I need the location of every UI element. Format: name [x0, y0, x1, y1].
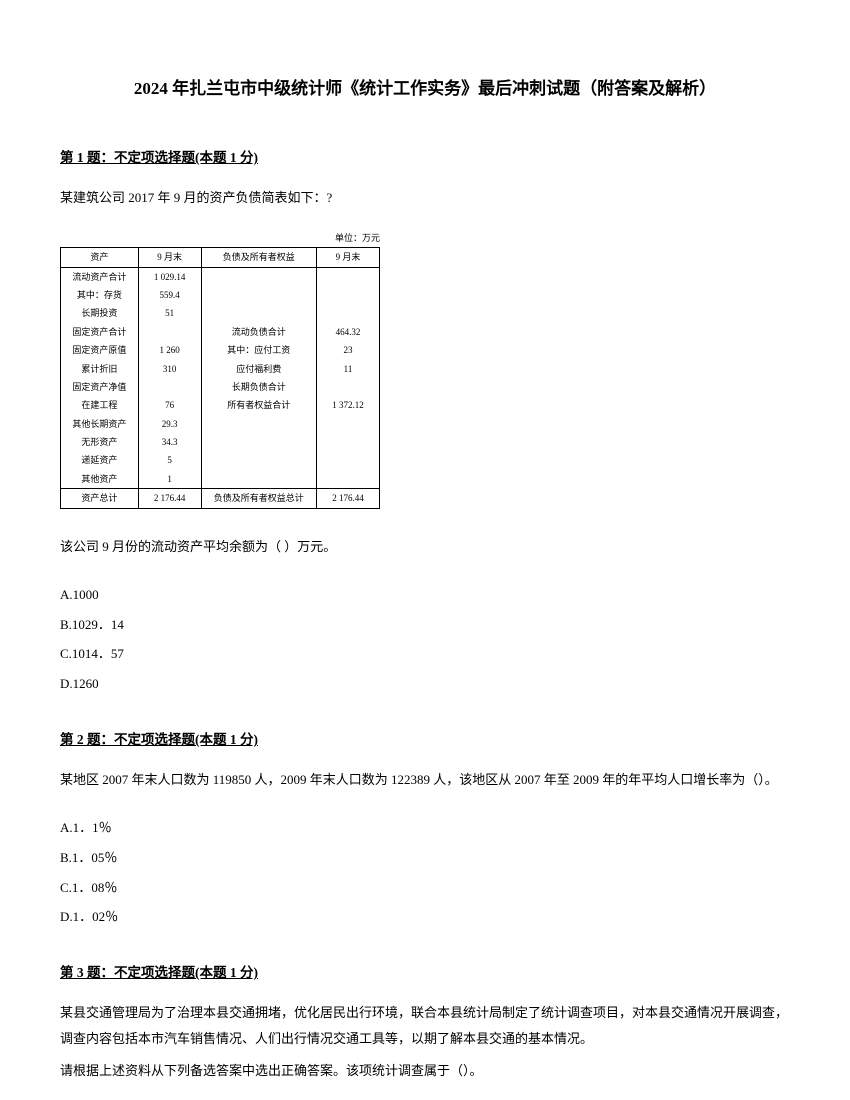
cell-empty: [317, 286, 380, 304]
cell-value: 1 260: [138, 341, 201, 359]
q2-option-b: B.1．05％: [60, 843, 790, 873]
cell-empty: [201, 286, 316, 304]
cell-label: 其中：应付工资: [201, 341, 316, 359]
cell-value: 76: [138, 396, 201, 414]
cell-value: 23: [317, 341, 380, 359]
cell-empty: [317, 267, 380, 286]
cell-label: 固定资产合计: [61, 323, 139, 341]
cell-value: 1 372.12: [317, 396, 380, 414]
cell-label: 其他长期资产: [61, 415, 139, 433]
q2-options: A.1．1％ B.1．05％ C.1．08％ D.1．02％: [60, 813, 790, 933]
q1-options: A.1000 B.1029．14 C.1014．57 D.1260: [60, 580, 790, 700]
table-row: 其他资产 1: [61, 470, 380, 489]
cell-empty: [317, 451, 380, 469]
q3-header: 第 3 题：不定项选择题(本题 1 分): [60, 962, 790, 984]
cell-empty: [317, 415, 380, 433]
cell-value: 51: [138, 304, 201, 322]
q1-option-c: C.1014．57: [60, 639, 790, 669]
cell-value: 464.32: [317, 323, 380, 341]
table-row: 在建工程 76 所有者权益合计 1 372.12: [61, 396, 380, 414]
q2-header: 第 2 题：不定项选择题(本题 1 分): [60, 729, 790, 751]
q3-p2: 请根据上述资料从下列备选答案中选出正确答案。该项统计调查属于（）。: [60, 1058, 790, 1084]
page-title: 2024 年扎兰屯市中级统计师《统计工作实务》最后冲刺试题（附答案及解析）: [60, 75, 790, 102]
balance-sheet-table-wrap: 单位：万元 资产 9 月末 负债及所有者权益 9 月末 流动资产合计 1 029…: [60, 231, 790, 509]
cell-label: 固定资产原值: [61, 341, 139, 359]
cell-empty: [201, 433, 316, 451]
question-2: 第 2 题：不定项选择题(本题 1 分) 某地区 2007 年末人口数为 119…: [60, 729, 790, 932]
cell-foot-label: 负债及所有者权益总计: [201, 489, 316, 508]
table-row: 固定资产净值 长期负债合计: [61, 378, 380, 396]
cell-value: [138, 378, 201, 396]
question-3: 第 3 题：不定项选择题(本题 1 分) 某县交通管理局为了治理本县交通拥堵，优…: [60, 962, 790, 1084]
q1-option-b: B.1029．14: [60, 610, 790, 640]
cell-empty: [201, 415, 316, 433]
q1-option-a: A.1000: [60, 580, 790, 610]
cell-value: 29.3: [138, 415, 201, 433]
cell-label: 流动资产合计: [61, 267, 139, 286]
cell-label: 其他资产: [61, 470, 139, 489]
cell-empty: [317, 433, 380, 451]
table-unit: 单位：万元: [60, 231, 380, 245]
cell-value: [317, 378, 380, 396]
th-liab: 负债及所有者权益: [201, 248, 316, 267]
question-1: 第 1 题：不定项选择题(本题 1 分) 某建筑公司 2017 年 9 月的资产…: [60, 147, 790, 699]
cell-label: 长期投资: [61, 304, 139, 322]
table-row: 累计折旧 310 应付福利费 11: [61, 360, 380, 378]
cell-label: 在建工程: [61, 396, 139, 414]
table-row: 无形资产 34.3: [61, 433, 380, 451]
q1-header: 第 1 题：不定项选择题(本题 1 分): [60, 147, 790, 169]
q1-question-text: 该公司 9 月份的流动资产平均余额为（ ）万元。: [60, 534, 790, 560]
table-header-row: 资产 9 月末 负债及所有者权益 9 月末: [61, 248, 380, 267]
q2-body: 某地区 2007 年末人口数为 119850 人，2009 年末人口数为 122…: [60, 767, 790, 793]
cell-empty: [201, 470, 316, 489]
q1-intro-text: 某建筑公司 2017 年 9 月的资产负债简表如下：?: [60, 185, 790, 211]
cell-value: 34.3: [138, 433, 201, 451]
table-row: 固定资产合计 流动负债合计 464.32: [61, 323, 380, 341]
cell-value: 11: [317, 360, 380, 378]
cell-label: 累计折旧: [61, 360, 139, 378]
table-footer-row: 资产总计 2 176.44 负债及所有者权益总计 2 176.44: [61, 489, 380, 508]
cell-label: 所有者权益合计: [201, 396, 316, 414]
balance-sheet-table: 资产 9 月末 负债及所有者权益 9 月末 流动资产合计 1 029.14 其中…: [60, 247, 380, 508]
cell-value: 1 029.14: [138, 267, 201, 286]
cell-value: 559.4: [138, 286, 201, 304]
cell-value: 1: [138, 470, 201, 489]
table-row: 其中：存货 559.4: [61, 286, 380, 304]
cell-label: 应付福利费: [201, 360, 316, 378]
table-row: 长期投资 51: [61, 304, 380, 322]
cell-label: 其中：存货: [61, 286, 139, 304]
cell-foot-value: 2 176.44: [317, 489, 380, 508]
th-asset: 资产: [61, 248, 139, 267]
table-row: 其他长期资产 29.3: [61, 415, 380, 433]
cell-empty: [317, 470, 380, 489]
cell-empty: [201, 451, 316, 469]
cell-value: 5: [138, 451, 201, 469]
cell-empty: [201, 304, 316, 322]
th-sep-val2: 9 月末: [317, 248, 380, 267]
cell-label: 流动负债合计: [201, 323, 316, 341]
q2-option-c: C.1．08％: [60, 873, 790, 903]
table-row: 递延资产 5: [61, 451, 380, 469]
cell-label: 长期负债合计: [201, 378, 316, 396]
cell-label: 固定资产净值: [61, 378, 139, 396]
q1-intro: 某建筑公司 2017 年 9 月的资产负债简表如下：?: [60, 185, 790, 211]
cell-label: 无形资产: [61, 433, 139, 451]
cell-value: [138, 323, 201, 341]
table-row: 固定资产原值 1 260 其中：应付工资 23: [61, 341, 380, 359]
cell-empty: [201, 267, 316, 286]
q2-option-a: A.1．1％: [60, 813, 790, 843]
q2-option-d: D.1．02％: [60, 902, 790, 932]
q3-p1: 某县交通管理局为了治理本县交通拥堵，优化居民出行环境，联合本县统计局制定了统计调…: [60, 1000, 790, 1052]
cell-label: 递延资产: [61, 451, 139, 469]
th-sep-val: 9 月末: [138, 248, 201, 267]
cell-foot-label: 资产总计: [61, 489, 139, 508]
cell-foot-value: 2 176.44: [138, 489, 201, 508]
cell-value: 310: [138, 360, 201, 378]
q1-option-d: D.1260: [60, 669, 790, 699]
cell-empty: [317, 304, 380, 322]
table-row: 流动资产合计 1 029.14: [61, 267, 380, 286]
